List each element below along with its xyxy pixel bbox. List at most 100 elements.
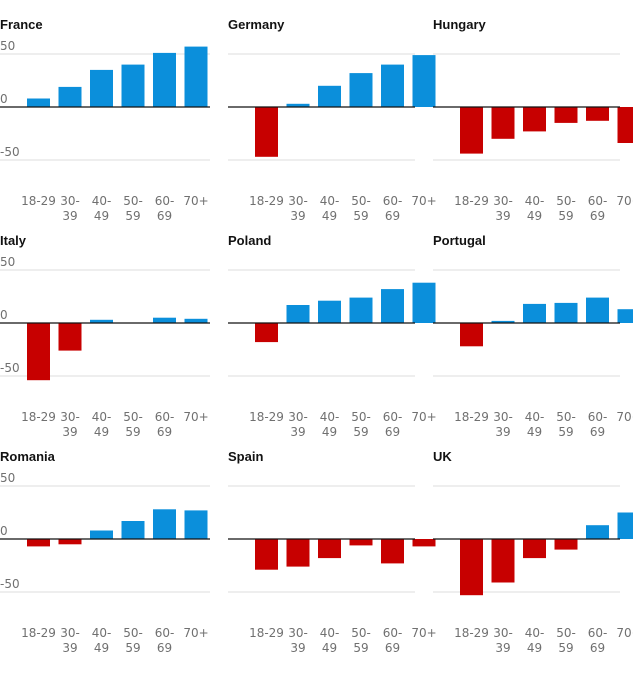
bar-40-49 [90, 69, 113, 107]
bar-18-29 [460, 539, 483, 596]
x-tick-label: 60-69 [588, 626, 608, 655]
x-tick-label: 18-29 [21, 410, 56, 424]
x-tick-label: 70+ [616, 194, 633, 208]
bar-50-59 [554, 302, 578, 323]
bar-40-49 [318, 539, 341, 559]
x-tick-label: 50-59 [123, 194, 143, 223]
x-tick-label: 30-39 [60, 626, 80, 655]
bar-18-29 [460, 107, 483, 154]
x-tick-label: 50-59 [351, 194, 371, 223]
bar-30-39 [286, 305, 310, 323]
x-tick-label: 70+ [616, 626, 633, 640]
x-tick-label: 18-29 [21, 626, 56, 640]
bar-40-49 [318, 300, 341, 323]
y-tick-label: -50 [0, 577, 20, 591]
x-tick-label: 18-29 [249, 626, 284, 640]
x-tick-label: 40-49 [320, 194, 340, 223]
bar-18-29 [255, 539, 278, 570]
x-tick-label: 70+ [411, 194, 436, 208]
bar-40-49 [90, 319, 113, 323]
bar-30-39 [491, 320, 515, 323]
bar-18-29 [27, 323, 50, 381]
bar-18-29 [460, 323, 483, 347]
bar-18-29 [255, 107, 278, 157]
x-tick-label: 40-49 [525, 410, 545, 439]
x-tick-label: 50-59 [351, 626, 371, 655]
bar-70+ [617, 107, 633, 143]
y-tick-label: -50 [0, 361, 20, 375]
panel-title: Italy [0, 233, 27, 248]
x-tick-label: 60-69 [588, 194, 608, 223]
y-tick-label: 50 [0, 39, 15, 53]
bar-50-59 [121, 521, 145, 539]
x-tick-label: 70+ [183, 410, 208, 424]
panel-uk: UK 18-29 30-39 40-49 50-59 60-69 70+ [433, 449, 633, 655]
bar-70+ [184, 510, 208, 539]
x-tick-label: 30-39 [493, 410, 513, 439]
x-tick-label: 30-39 [288, 194, 308, 223]
x-tick-label: 60-69 [155, 626, 175, 655]
x-tick-label: 70+ [183, 626, 208, 640]
x-tick-label: 60-69 [383, 410, 403, 439]
bar-30-39 [286, 103, 310, 107]
panel-poland: Poland 18-29 30-39 40-49 50-59 60-69 70+ [228, 233, 437, 439]
x-tick-label: 30-39 [288, 626, 308, 655]
bar-40-49 [318, 85, 341, 107]
x-tick-label: 18-29 [454, 626, 489, 640]
x-tick-label: 50-59 [351, 410, 371, 439]
bar-30-39 [286, 539, 310, 567]
bar-60-69 [153, 509, 176, 539]
y-tick-label: -50 [0, 145, 20, 159]
panel-title: Spain [228, 449, 263, 464]
x-tick-label: 30-39 [288, 410, 308, 439]
bar-60-69 [153, 317, 176, 323]
x-tick-label: 18-29 [249, 194, 284, 208]
bar-40-49 [523, 107, 546, 132]
bar-60-69 [381, 539, 404, 564]
bar-50-59 [554, 539, 578, 550]
x-tick-label: 18-29 [454, 410, 489, 424]
bar-18-29 [255, 323, 278, 343]
x-tick-label: 40-49 [92, 626, 112, 655]
y-tick-label: 0 [0, 308, 8, 322]
x-tick-label: 40-49 [320, 410, 340, 439]
bar-40-49 [523, 539, 546, 559]
x-tick-label: 40-49 [525, 626, 545, 655]
bar-30-39 [491, 107, 515, 139]
bar-18-29 [27, 98, 50, 107]
x-tick-label: 60-69 [383, 194, 403, 223]
x-tick-label: 50-59 [123, 626, 143, 655]
bar-60-69 [586, 525, 609, 539]
x-tick-label: 30-39 [493, 194, 513, 223]
x-tick-label: 40-49 [320, 626, 340, 655]
panel-title: Germany [228, 17, 285, 32]
bar-30-39 [491, 539, 515, 583]
panel-france: France 50 0 -50 18-29 30-39 40-49 50-59 60-69 70+ [0, 17, 210, 223]
panel-title: UK [433, 449, 452, 464]
bar-70+ [184, 318, 208, 323]
y-tick-label: 0 [0, 524, 8, 538]
panel-hungary: Hungary 18-29 30-39 40-49 50-59 60-69 70+ [433, 17, 633, 223]
bar-50-59 [349, 73, 373, 107]
x-tick-label: 18-29 [249, 410, 284, 424]
panel-spain: Spain 18-29 30-39 40-49 50-59 60-69 70+ [228, 449, 437, 655]
bar-70+ [617, 512, 633, 539]
bar-70+ [617, 309, 633, 323]
panel-romania: Romania 50 0 -50 18-29 30-39 40-49 50-59 60-69 70… [0, 449, 210, 655]
bar-70+ [412, 55, 436, 107]
bar-40-49 [523, 303, 546, 323]
x-tick-label: 30-39 [60, 410, 80, 439]
panel-title: Hungary [433, 17, 487, 32]
x-tick-label: 70+ [411, 626, 436, 640]
bar-50-59 [121, 64, 145, 107]
y-tick-label: 0 [0, 92, 8, 106]
bar-60-69 [153, 52, 176, 107]
x-tick-label: 60-69 [383, 626, 403, 655]
bar-40-49 [90, 530, 113, 539]
bar-60-69 [586, 107, 609, 121]
bar-50-59 [349, 297, 373, 323]
bar-18-29 [27, 539, 50, 547]
panel-title: Romania [0, 449, 56, 464]
x-tick-label: 30-39 [493, 626, 513, 655]
